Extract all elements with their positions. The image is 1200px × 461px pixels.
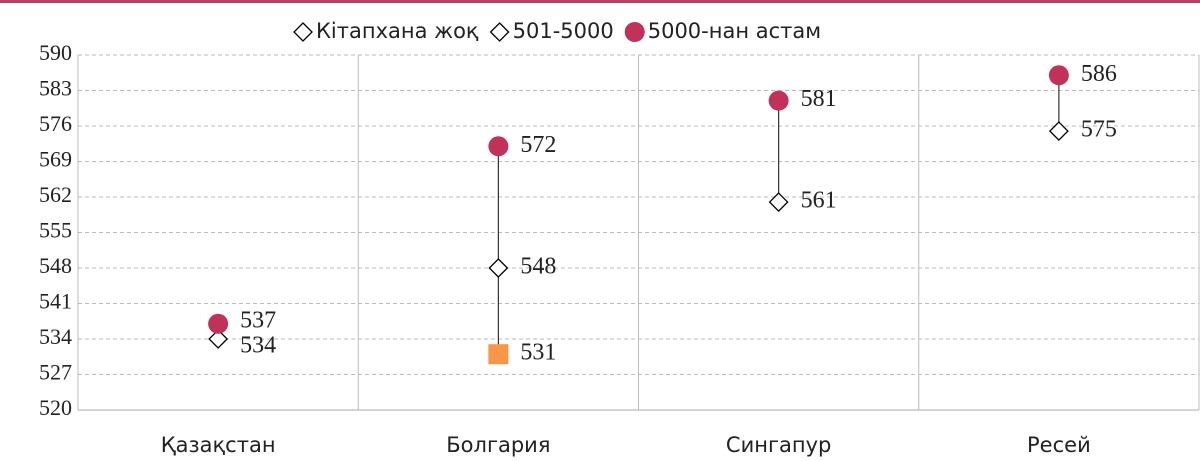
data-label: 531	[520, 340, 556, 366]
x-tick-label: Қазақстан	[161, 433, 276, 457]
y-tick-label: 576	[39, 111, 72, 136]
y-tick-label: 555	[39, 218, 72, 243]
legend-marker	[489, 22, 510, 42]
data-point	[768, 90, 789, 111]
data-point	[208, 329, 229, 349]
data-point	[208, 313, 229, 334]
legend-marker	[293, 22, 313, 42]
data-point	[488, 136, 509, 157]
data-label: 537	[240, 307, 276, 333]
y-tick-label: 520	[39, 395, 72, 420]
data-point	[1048, 121, 1069, 141]
data-label: 572	[520, 132, 556, 158]
y-tick-label: 583	[39, 76, 72, 101]
legend-label: Кітапхана жоқ	[316, 19, 479, 43]
legend-label: 501-5000	[513, 19, 614, 43]
x-tick-label: Ресей	[1027, 433, 1091, 457]
y-tick-label: 548	[39, 253, 72, 278]
y-tick-label: 569	[39, 147, 72, 172]
data-label: 581	[801, 86, 837, 112]
data-point	[768, 192, 789, 212]
top-border	[0, 0, 1200, 3]
data-label: 548	[520, 254, 556, 280]
data-label: 575	[1081, 117, 1117, 143]
data-point	[488, 344, 509, 365]
legend-marker	[624, 22, 645, 42]
x-tick-label: Сингапур	[726, 433, 831, 457]
y-tick-label: 541	[39, 289, 72, 314]
y-tick-label: 590	[39, 40, 72, 65]
data-point	[1048, 65, 1069, 86]
data-point	[488, 258, 509, 278]
y-tick-label: 527	[39, 360, 72, 385]
y-tick-label: 562	[39, 182, 72, 207]
data-label: 534	[240, 333, 276, 359]
data-label: 586	[1081, 61, 1117, 87]
legend-label: 5000-нан астам	[648, 19, 821, 43]
x-tick-label: Болгария	[446, 433, 550, 457]
y-tick-label: 534	[39, 324, 72, 349]
data-label: 561	[801, 188, 837, 214]
